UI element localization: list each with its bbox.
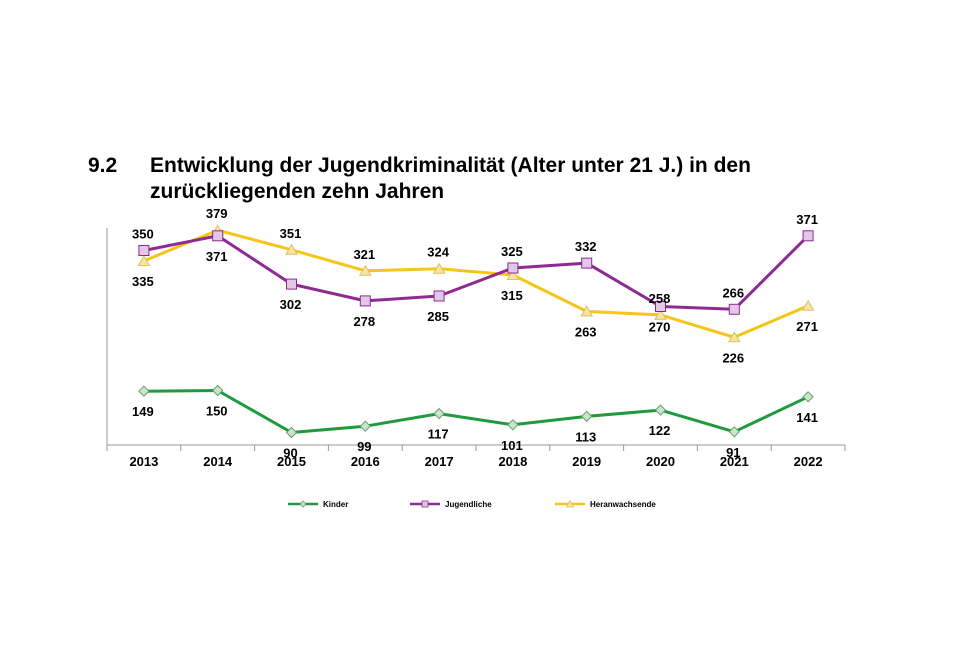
legend-marker-jugendliche — [421, 500, 429, 508]
x-tick-label-2013: 2013 — [129, 454, 158, 469]
title-text: Entwicklung der Jugendkriminalität (Alte… — [150, 154, 751, 203]
legend-label-heranwachsende: Heranwachsende — [590, 500, 656, 509]
x-tick-label-2022: 2022 — [794, 454, 823, 469]
x-tick-label-2021: 2021 — [720, 454, 749, 469]
marker-jugendliche-2020 — [655, 301, 666, 312]
x-tick-label-2015: 2015 — [277, 454, 306, 469]
marker-jugendliche-2014 — [212, 230, 224, 242]
marker-kinder-2020 — [654, 404, 667, 416]
marker-jugendliche-2018 — [507, 262, 519, 274]
section-number: 9.2 — [88, 154, 118, 177]
marker-kinder-2014 — [211, 384, 224, 397]
marker-heranwachsende-2019 — [580, 305, 594, 317]
marker-kinder-2022 — [802, 391, 814, 403]
data-label-jugendliche-2016: 278 — [353, 314, 375, 329]
x-tick-label-2016: 2016 — [351, 454, 380, 469]
data-label-kinder-2016: 99 — [357, 439, 371, 454]
marker-heranwachsende-2016 — [358, 264, 372, 276]
data-label-kinder-2017: 117 — [428, 427, 449, 442]
marker-heranwachsende-2017 — [432, 262, 446, 274]
data-label-heranwachsende-2021: 226 — [722, 350, 744, 365]
marker-jugendliche-2013 — [138, 245, 150, 256]
marker-jugendliche-2017 — [433, 290, 445, 302]
marker-kinder-2013 — [138, 385, 150, 397]
data-label-jugendliche-2020: 270 — [649, 320, 671, 335]
marker-heranwachsende-2022 — [801, 299, 815, 311]
legend-marker-heranwachsende — [565, 499, 575, 508]
data-label-jugendliche-2019: 332 — [575, 239, 597, 254]
marker-jugendliche-2016 — [359, 295, 371, 307]
x-tick-label-2017: 2017 — [425, 454, 454, 469]
data-label-jugendliche-2013: 350 — [132, 227, 154, 242]
legend-label-kinder: Kinder — [323, 500, 348, 509]
data-label-jugendliche-2022: 371 — [796, 212, 818, 227]
marker-kinder-2015 — [285, 426, 298, 439]
marker-jugendliche-2022 — [802, 230, 814, 242]
marker-heranwachsende-2013 — [137, 255, 151, 266]
legend-marker-kinder — [299, 500, 307, 508]
marker-jugendliche-2019 — [581, 257, 593, 269]
data-label-jugendliche-2021: 266 — [722, 285, 744, 300]
data-label-heranwachsende-2022: 271 — [796, 319, 818, 334]
data-label-kinder-2014: 150 — [206, 404, 228, 419]
data-label-heranwachsende-2015: 351 — [280, 226, 302, 241]
x-tick-label-2018: 2018 — [498, 454, 527, 469]
data-label-kinder-2022: 141 — [796, 410, 818, 425]
data-label-jugendliche-2018: 325 — [501, 244, 523, 259]
data-label-heranwachsende-2019: 263 — [575, 324, 597, 339]
marker-kinder-2018 — [507, 419, 519, 431]
data-label-kinder-2013: 149 — [132, 404, 154, 419]
data-label-kinder-2019: 113 — [575, 429, 596, 444]
data-label-kinder-2015: 90 — [283, 446, 297, 461]
marker-kinder-2021 — [728, 426, 741, 438]
marker-heranwachsende-2020 — [654, 308, 667, 320]
series-line-kinder — [143, 389, 809, 434]
marker-jugendliche-2021 — [728, 303, 740, 315]
x-tick-label-2020: 2020 — [646, 454, 675, 469]
data-label-jugendliche-2017: 285 — [427, 309, 449, 324]
data-label-heranwachsende-2018: 315 — [501, 288, 523, 303]
marker-kinder-2019 — [580, 410, 593, 423]
legend-label-jugendliche: Jugendliche — [445, 500, 492, 509]
series-line-jugendliche — [143, 234, 810, 311]
data-label-heranwachsende-2013: 335 — [132, 274, 154, 289]
data-label-kinder-2018: 101 — [501, 438, 523, 453]
x-tick-label-2019: 2019 — [572, 454, 601, 469]
data-label-kinder-2020: 122 — [649, 423, 671, 438]
marker-kinder-2016 — [359, 420, 372, 432]
data-label-heranwachsende-2014: 379 — [206, 206, 228, 221]
data-label-jugendliche-2014: 371 — [206, 249, 228, 264]
marker-heranwachsende-2018 — [506, 269, 520, 280]
marker-heranwachsende-2015 — [285, 243, 298, 255]
data-label-heranwachsende-2017: 324 — [427, 245, 449, 260]
data-label-heranwachsende-2020: 258 — [649, 291, 671, 306]
data-label-kinder-2021: 91 — [726, 445, 740, 460]
series-line-heranwachsende — [143, 228, 809, 339]
marker-kinder-2017 — [433, 407, 445, 420]
x-tick-label-2014: 2014 — [203, 454, 233, 469]
marker-heranwachsende-2021 — [727, 331, 741, 343]
data-label-heranwachsende-2016: 321 — [353, 247, 375, 262]
marker-jugendliche-2015 — [286, 278, 297, 290]
data-label-jugendliche-2015: 302 — [280, 297, 302, 312]
